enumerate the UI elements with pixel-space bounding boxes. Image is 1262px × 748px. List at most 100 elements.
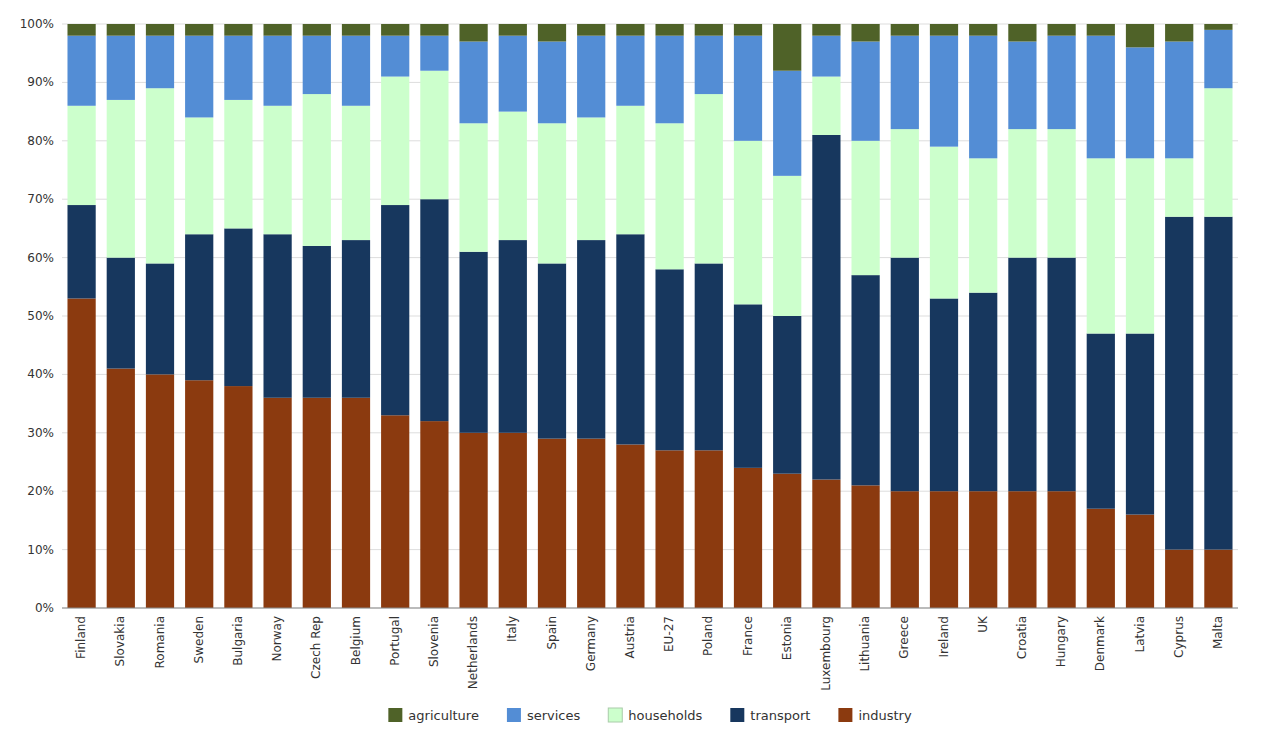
bar-segment bbox=[695, 36, 723, 94]
legend-item: services bbox=[507, 708, 581, 723]
bar-segment bbox=[616, 234, 644, 444]
x-tick-label: Czech Rep bbox=[309, 616, 323, 679]
legend-label: services bbox=[527, 708, 581, 723]
bar-segment bbox=[1047, 129, 1075, 257]
bar-segment bbox=[1204, 88, 1232, 216]
bar-segment bbox=[538, 263, 566, 438]
bar-segment bbox=[67, 106, 95, 205]
x-tick-label: Spain bbox=[545, 616, 559, 650]
bar-segment bbox=[616, 24, 644, 36]
legend-label: transport bbox=[750, 708, 810, 723]
bar-segment bbox=[616, 106, 644, 234]
x-tick-label: Croatia bbox=[1015, 616, 1029, 659]
x-tick-label: Estonia bbox=[780, 616, 794, 660]
bar-segment bbox=[459, 433, 487, 608]
bar-segment bbox=[1008, 491, 1036, 608]
legend-swatch bbox=[608, 708, 622, 722]
bar-segment bbox=[224, 36, 252, 100]
bar-segment bbox=[499, 112, 527, 240]
x-axis-line bbox=[62, 608, 1238, 609]
bar-segment bbox=[1126, 24, 1154, 47]
bar-segment bbox=[1126, 515, 1154, 608]
legend-swatch bbox=[730, 708, 744, 722]
bar-segment bbox=[420, 421, 448, 608]
x-tick-label: Denmark bbox=[1093, 616, 1107, 671]
bar-segment bbox=[67, 298, 95, 608]
bar-segment bbox=[1126, 158, 1154, 333]
x-tick-label: Poland bbox=[701, 616, 715, 656]
bar-segment bbox=[263, 106, 291, 234]
bar-segment bbox=[381, 415, 409, 608]
bar-segment bbox=[342, 24, 370, 36]
bar-segment bbox=[1165, 217, 1193, 550]
bar-segment bbox=[1047, 491, 1075, 608]
bar-segment bbox=[538, 123, 566, 263]
bar-segment bbox=[538, 439, 566, 608]
bar-segment bbox=[342, 106, 370, 240]
bar-segment bbox=[851, 485, 879, 608]
bar-segment bbox=[851, 275, 879, 485]
bar-segment bbox=[773, 24, 801, 71]
bar-segment bbox=[930, 298, 958, 491]
bar-segment bbox=[185, 234, 213, 380]
bar-segment bbox=[969, 293, 997, 492]
x-tick-label: Bulgaria bbox=[231, 616, 245, 666]
bar-segment bbox=[342, 36, 370, 106]
bar-segment bbox=[146, 263, 174, 374]
bar-segment bbox=[185, 117, 213, 234]
bar-segment bbox=[224, 24, 252, 36]
y-tick-label: 10% bbox=[27, 543, 54, 557]
bar-segment bbox=[655, 123, 683, 269]
legend-label: industry bbox=[858, 708, 912, 723]
x-tick-label: Romania bbox=[153, 616, 167, 668]
bar-segment bbox=[1008, 24, 1036, 42]
bar-segment bbox=[655, 450, 683, 608]
x-tick-label: Latvia bbox=[1133, 616, 1147, 653]
legend-item: agriculture bbox=[388, 708, 479, 723]
bar-segment bbox=[303, 24, 331, 36]
bar-segment bbox=[734, 468, 762, 608]
bar-segment bbox=[695, 24, 723, 36]
bar-segment bbox=[655, 269, 683, 450]
x-tick-label: Slovakia bbox=[113, 616, 127, 666]
bar-segment bbox=[303, 36, 331, 94]
bar-segment bbox=[420, 71, 448, 199]
bar-segment bbox=[342, 398, 370, 608]
grid-line bbox=[62, 608, 1238, 609]
bar-segment bbox=[381, 77, 409, 205]
bars bbox=[67, 24, 1232, 608]
series-3 bbox=[67, 30, 1232, 176]
bar-segment bbox=[459, 123, 487, 251]
y-tick-label: 70% bbox=[27, 192, 54, 206]
chart: 0%10%20%30%40%50%60%70%80%90%100%Finland… bbox=[0, 0, 1262, 748]
bar-segment bbox=[891, 36, 919, 129]
bar-segment bbox=[459, 24, 487, 42]
bar-segment bbox=[499, 36, 527, 112]
bar-segment bbox=[499, 240, 527, 433]
bar-segment bbox=[538, 42, 566, 124]
bar-segment bbox=[303, 246, 331, 398]
y-tick-label: 60% bbox=[27, 251, 54, 265]
bar-segment bbox=[1165, 42, 1193, 159]
x-tick-label: Norway bbox=[270, 616, 284, 662]
x-tick-label: EU-27 bbox=[662, 616, 676, 652]
bar-segment bbox=[1087, 158, 1115, 333]
x-tick-label: Germany bbox=[584, 616, 598, 671]
x-tick-label: Portugal bbox=[388, 616, 402, 666]
bar-segment bbox=[224, 386, 252, 608]
bar-segment bbox=[577, 439, 605, 608]
bar-segment bbox=[1204, 550, 1232, 608]
bar-segment bbox=[1204, 30, 1232, 88]
bar-segment bbox=[381, 24, 409, 36]
bar-segment bbox=[812, 135, 840, 480]
bar-segment bbox=[969, 158, 997, 292]
bar-segment bbox=[734, 24, 762, 36]
bar-segment bbox=[812, 36, 840, 77]
bar-segment bbox=[812, 480, 840, 608]
bar-segment bbox=[146, 374, 174, 608]
x-tick-label: France bbox=[741, 616, 755, 656]
bar-segment bbox=[263, 234, 291, 398]
bar-segment bbox=[812, 77, 840, 135]
bar-segment bbox=[734, 304, 762, 468]
x-tick-label: Lithuania bbox=[858, 616, 872, 672]
